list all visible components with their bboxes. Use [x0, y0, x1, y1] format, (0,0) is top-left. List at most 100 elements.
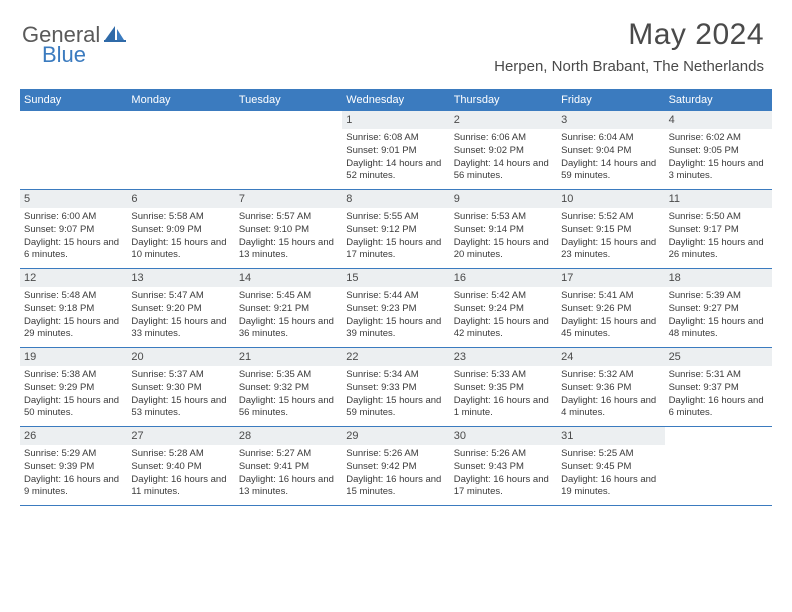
header: General Blue May 2024 Herpen, North Brab… — [0, 0, 792, 79]
day-number: 31 — [557, 427, 664, 445]
day-cell: 4Sunrise: 6:02 AMSunset: 9:05 PMDaylight… — [665, 111, 772, 189]
sunrise-text: Sunrise: 5:28 AM — [131, 448, 230, 461]
sunrise-text: Sunrise: 5:42 AM — [454, 290, 553, 303]
day-cell: 22Sunrise: 5:34 AMSunset: 9:33 PMDayligh… — [342, 348, 449, 426]
sunrise-text: Sunrise: 5:33 AM — [454, 369, 553, 382]
sunset-text: Sunset: 9:35 PM — [454, 382, 553, 395]
sunset-text: Sunset: 9:43 PM — [454, 461, 553, 474]
day-details: Sunrise: 5:34 AMSunset: 9:33 PMDaylight:… — [342, 366, 449, 424]
day-number: 26 — [20, 427, 127, 445]
day-details: Sunrise: 5:29 AMSunset: 9:39 PMDaylight:… — [20, 445, 127, 503]
day-number: 14 — [235, 269, 342, 287]
day-number: 10 — [557, 190, 664, 208]
day-number: 3 — [557, 111, 664, 129]
sunrise-text: Sunrise: 5:48 AM — [24, 290, 123, 303]
day-details: Sunrise: 5:28 AMSunset: 9:40 PMDaylight:… — [127, 445, 234, 503]
month-title: May 2024 — [494, 18, 764, 52]
daylight-text: Daylight: 15 hours and 20 minutes. — [454, 237, 553, 263]
week-row: 5Sunrise: 6:00 AMSunset: 9:07 PMDaylight… — [20, 190, 772, 269]
day-details: Sunrise: 6:04 AMSunset: 9:04 PMDaylight:… — [557, 129, 664, 187]
day-details: Sunrise: 5:39 AMSunset: 9:27 PMDaylight:… — [665, 287, 772, 345]
day-number: 22 — [342, 348, 449, 366]
day-details: Sunrise: 5:55 AMSunset: 9:12 PMDaylight:… — [342, 208, 449, 266]
day-cell: 31Sunrise: 5:25 AMSunset: 9:45 PMDayligh… — [557, 427, 664, 505]
sunset-text: Sunset: 9:42 PM — [346, 461, 445, 474]
day-details: Sunrise: 5:44 AMSunset: 9:23 PMDaylight:… — [342, 287, 449, 345]
logo-sail-icon — [104, 25, 126, 48]
daylight-text: Daylight: 16 hours and 11 minutes. — [131, 474, 230, 500]
day-details: Sunrise: 6:00 AMSunset: 9:07 PMDaylight:… — [20, 208, 127, 266]
day-header: Thursday — [450, 89, 557, 111]
day-header: Tuesday — [235, 89, 342, 111]
logo-text-blue: Blue — [42, 42, 86, 68]
sunset-text: Sunset: 9:40 PM — [131, 461, 230, 474]
sunset-text: Sunset: 9:39 PM — [24, 461, 123, 474]
sunrise-text: Sunrise: 5:31 AM — [669, 369, 768, 382]
sunset-text: Sunset: 9:32 PM — [239, 382, 338, 395]
day-details: Sunrise: 6:06 AMSunset: 9:02 PMDaylight:… — [450, 129, 557, 187]
sunset-text: Sunset: 9:36 PM — [561, 382, 660, 395]
day-number: 19 — [20, 348, 127, 366]
day-number: 9 — [450, 190, 557, 208]
day-number: 18 — [665, 269, 772, 287]
day-details: Sunrise: 6:08 AMSunset: 9:01 PMDaylight:… — [342, 129, 449, 187]
sunset-text: Sunset: 9:10 PM — [239, 224, 338, 237]
day-cell: 6Sunrise: 5:58 AMSunset: 9:09 PMDaylight… — [127, 190, 234, 268]
day-cell: 3Sunrise: 6:04 AMSunset: 9:04 PMDaylight… — [557, 111, 664, 189]
day-header: Saturday — [665, 89, 772, 111]
day-number: 20 — [127, 348, 234, 366]
daylight-text: Daylight: 15 hours and 23 minutes. — [561, 237, 660, 263]
day-cell: 7 Sunrise: 5:57 AMSunset: 9:10 PMDaylight… — [235, 190, 342, 268]
sunset-text: Sunset: 9:01 PM — [346, 145, 445, 158]
sunset-text: Sunset: 9:45 PM — [561, 461, 660, 474]
daylight-text: Daylight: 15 hours and 17 minutes. — [346, 237, 445, 263]
day-number: 29 — [342, 427, 449, 445]
sunset-text: Sunset: 9:09 PM — [131, 224, 230, 237]
day-number: 8 — [342, 190, 449, 208]
day-cell: 2Sunrise: 6:06 AMSunset: 9:02 PMDaylight… — [450, 111, 557, 189]
daylight-text: Daylight: 15 hours and 26 minutes. — [669, 237, 768, 263]
sunrise-text: Sunrise: 5:50 AM — [669, 211, 768, 224]
day-cell: 12Sunrise: 5:48 AMSunset: 9:18 PMDayligh… — [20, 269, 127, 347]
daylight-text: Daylight: 15 hours and 13 minutes. — [239, 237, 338, 263]
sunrise-text: Sunrise: 5:26 AM — [454, 448, 553, 461]
daylight-text: Daylight: 16 hours and 9 minutes. — [24, 474, 123, 500]
day-details: Sunrise: 6:02 AMSunset: 9:05 PMDaylight:… — [665, 129, 772, 187]
day-cell: 10Sunrise: 5:52 AMSunset: 9:15 PMDayligh… — [557, 190, 664, 268]
day-number: 7 — [235, 190, 342, 208]
sunrise-text: Sunrise: 5:53 AM — [454, 211, 553, 224]
daylight-text: Daylight: 16 hours and 1 minute. — [454, 395, 553, 421]
week-row: 26Sunrise: 5:29 AMSunset: 9:39 PMDayligh… — [20, 427, 772, 506]
day-details: Sunrise: 5:48 AMSunset: 9:18 PMDaylight:… — [20, 287, 127, 345]
daylight-text: Daylight: 15 hours and 3 minutes. — [669, 158, 768, 184]
day-number: 12 — [20, 269, 127, 287]
daylight-text: Daylight: 15 hours and 33 minutes. — [131, 316, 230, 342]
day-cell: 26Sunrise: 5:29 AMSunset: 9:39 PMDayligh… — [20, 427, 127, 505]
day-details: Sunrise: 5:26 AMSunset: 9:43 PMDaylight:… — [450, 445, 557, 503]
daylight-text: Daylight: 14 hours and 56 minutes. — [454, 158, 553, 184]
day-details: Sunrise: 5:47 AMSunset: 9:20 PMDaylight:… — [127, 287, 234, 345]
logo: General Blue — [22, 22, 128, 48]
day-cell: 5Sunrise: 6:00 AMSunset: 9:07 PMDaylight… — [20, 190, 127, 268]
sunset-text: Sunset: 9:37 PM — [669, 382, 768, 395]
day-number: 23 — [450, 348, 557, 366]
sunrise-text: Sunrise: 5:26 AM — [346, 448, 445, 461]
day-cell: 28Sunrise: 5:27 AMSunset: 9:41 PMDayligh… — [235, 427, 342, 505]
day-details: Sunrise: 5:52 AMSunset: 9:15 PMDaylight:… — [557, 208, 664, 266]
day-number: 13 — [127, 269, 234, 287]
day-number: 25 — [665, 348, 772, 366]
sunrise-text: Sunrise: 5:35 AM — [239, 369, 338, 382]
daylight-text: Daylight: 15 hours and 53 minutes. — [131, 395, 230, 421]
daylight-text: Daylight: 15 hours and 36 minutes. — [239, 316, 338, 342]
day-cell: 15Sunrise: 5:44 AMSunset: 9:23 PMDayligh… — [342, 269, 449, 347]
day-details: Sunrise: 5:37 AMSunset: 9:30 PMDaylight:… — [127, 366, 234, 424]
daylight-text: Daylight: 15 hours and 56 minutes. — [239, 395, 338, 421]
day-cell: 14Sunrise: 5:45 AMSunset: 9:21 PMDayligh… — [235, 269, 342, 347]
sunrise-text: Sunrise: 5:44 AM — [346, 290, 445, 303]
day-details: Sunrise: 5:41 AMSunset: 9:26 PMDaylight:… — [557, 287, 664, 345]
day-cell — [127, 111, 234, 189]
day-cell: 27Sunrise: 5:28 AMSunset: 9:40 PMDayligh… — [127, 427, 234, 505]
day-cell: 13Sunrise: 5:47 AMSunset: 9:20 PMDayligh… — [127, 269, 234, 347]
day-number: 27 — [127, 427, 234, 445]
sunrise-text: Sunrise: 5:57 AM — [239, 211, 338, 224]
